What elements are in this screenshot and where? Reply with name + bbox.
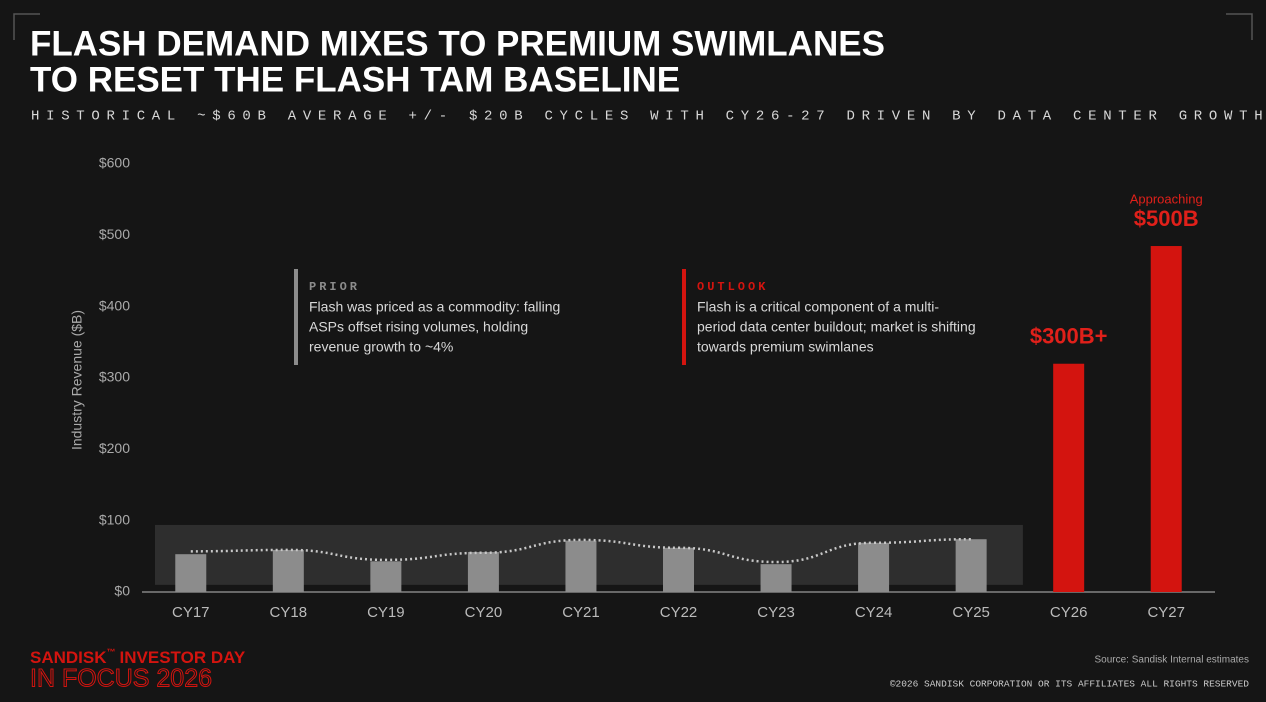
x-tick-label: CY17 <box>172 604 210 621</box>
y-axis-label: Industry Revenue ($B) <box>69 310 85 450</box>
bar <box>858 542 890 592</box>
annotation-text: period data center buildout; market is s… <box>697 319 976 335</box>
y-tick-label: $500 <box>99 226 130 242</box>
annotation-bar <box>294 269 298 365</box>
annotation-heading: OUTLOOK <box>697 280 768 294</box>
bar <box>565 540 597 592</box>
bar <box>175 554 207 592</box>
bar <box>272 549 304 592</box>
x-tick-label: CY19 <box>367 604 405 621</box>
x-tick-label: CY20 <box>465 604 503 621</box>
x-tick-label: CY22 <box>660 604 698 621</box>
y-tick-label: $0 <box>114 583 130 599</box>
bar-callout: $300B+ <box>1030 324 1108 349</box>
x-tick-label: CY27 <box>1147 604 1185 621</box>
title-line: TO RESET THE FLASH TAM BASELINE <box>30 60 680 99</box>
brand-event: INVESTOR DAY <box>120 648 246 667</box>
bar <box>955 539 987 592</box>
corner-bracket <box>13 13 40 40</box>
annotation-bar <box>682 269 686 365</box>
x-tick-label: CY23 <box>757 604 795 621</box>
bar-callout-small: Approaching <box>1130 191 1203 206</box>
tagline: IN FOCUS 2026 <box>30 665 212 693</box>
y-tick-label: $600 <box>99 155 130 171</box>
subtitle: HISTORICAL ~$60B AVERAGE +/- $20B CYCLES… <box>31 109 1266 125</box>
y-tick-label: $200 <box>99 440 130 456</box>
x-tick-label: CY26 <box>1050 604 1088 621</box>
annotation-text: towards premium swimlanes <box>697 339 874 355</box>
brand: SANDISK™ INVESTOR DAY <box>30 647 246 667</box>
copyright: ©2026 SANDISK CORPORATION OR ITS AFFILIA… <box>890 679 1249 690</box>
y-tick-label: $300 <box>99 369 130 385</box>
title-line: FLASH DEMAND MIXES TO PREMIUM SWIMLANES <box>30 24 885 63</box>
bar <box>467 552 499 592</box>
source-note: Source: Sandisk Internal estimates <box>1094 655 1249 666</box>
brand-tm: ™ <box>107 647 116 657</box>
bar <box>760 564 792 592</box>
brand-name: SANDISK <box>30 648 107 667</box>
y-tick-label: $400 <box>99 297 130 313</box>
annotation-text: revenue growth to ~4% <box>309 339 453 355</box>
x-tick-label: CY21 <box>562 604 600 621</box>
x-tick-label: CY25 <box>952 604 990 621</box>
corner-bracket <box>1226 13 1253 40</box>
annotation-text: Flash is a critical component of a multi… <box>697 299 939 315</box>
y-tick-label: $100 <box>99 511 130 527</box>
bar <box>663 547 694 592</box>
x-tick-label: CY18 <box>270 604 308 621</box>
annotation-text: ASPs offset rising volumes, holding <box>309 319 528 335</box>
bar <box>370 561 402 592</box>
bar-callout: $500B <box>1134 206 1199 231</box>
bar <box>1150 246 1182 593</box>
x-tick-label: CY24 <box>855 604 893 621</box>
bar <box>1053 363 1085 592</box>
annotation-text: Flash was priced as a commodity: falling <box>309 299 560 315</box>
annotation-heading: PRIOR <box>309 280 360 294</box>
